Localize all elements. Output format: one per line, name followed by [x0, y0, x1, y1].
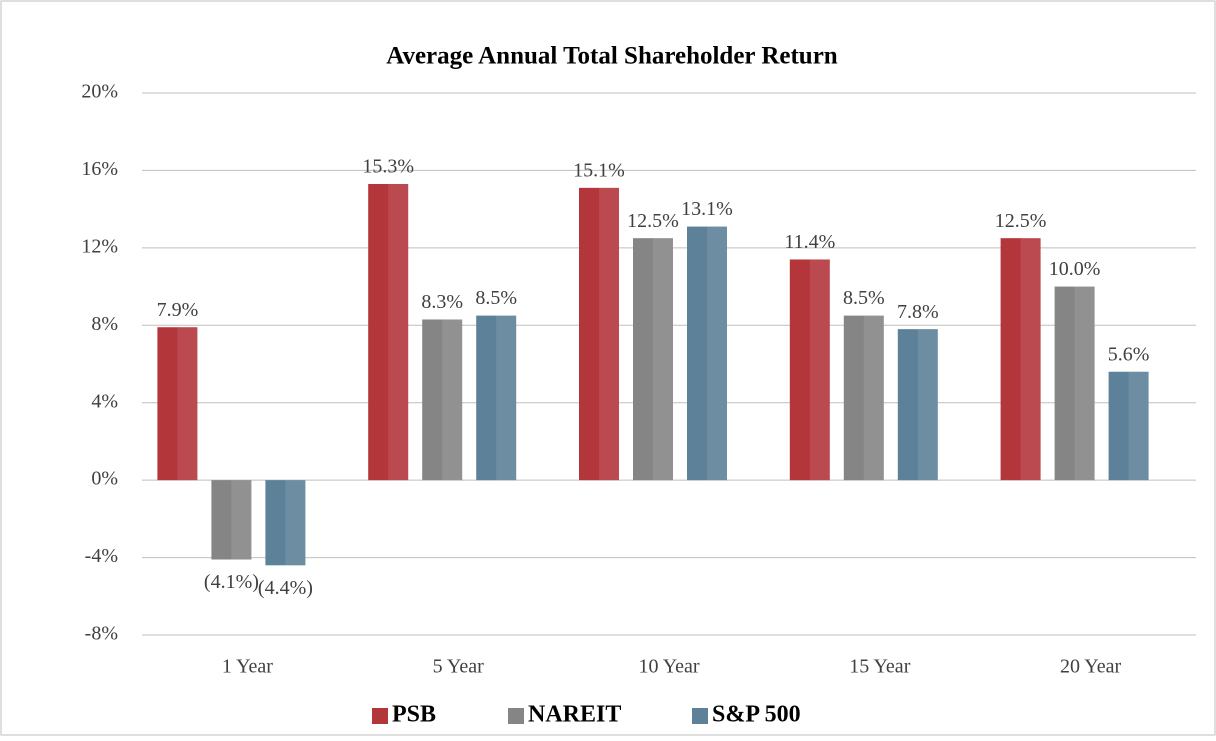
data-label: 12.5% — [627, 210, 679, 232]
x-tick-label: 1 Year — [222, 656, 273, 678]
chart-title: Average Annual Total Shareholder Return — [386, 43, 838, 70]
legend-swatch — [508, 708, 524, 724]
data-label: 8.5% — [843, 287, 885, 309]
y-tick-label: 4% — [91, 390, 118, 412]
y-tick-label: -8% — [85, 623, 118, 645]
bar — [1054, 286, 1095, 481]
bar — [422, 319, 463, 481]
data-label: 11.4% — [784, 231, 835, 253]
bar-shade — [1074, 286, 1095, 481]
legend-swatch — [372, 708, 388, 724]
bar — [157, 327, 198, 481]
x-tick-label: 10 Year — [638, 656, 699, 678]
bar-shade — [177, 327, 198, 481]
x-tick-label: 5 Year — [433, 656, 484, 678]
bar-shade — [707, 226, 727, 481]
y-tick-label: -4% — [85, 545, 118, 567]
bar-shade — [1128, 371, 1149, 481]
data-label: 13.1% — [681, 198, 733, 220]
bar-shade — [809, 259, 830, 481]
bar — [211, 480, 252, 560]
data-label: (4.4%) — [258, 577, 313, 599]
bar — [687, 226, 727, 481]
y-tick-label: 8% — [91, 313, 118, 335]
legend-label: NAREIT — [528, 702, 621, 728]
bar-shade — [653, 238, 673, 481]
bar — [789, 259, 830, 481]
x-tick-label: 20 Year — [1060, 656, 1121, 678]
bar — [579, 187, 619, 481]
bar — [843, 315, 884, 481]
data-label: 5.6% — [1108, 343, 1150, 365]
y-tick-label: 16% — [81, 158, 118, 180]
data-label: 15.3% — [362, 156, 414, 178]
bar-shade — [599, 187, 619, 481]
bar — [265, 480, 306, 566]
bar — [476, 315, 517, 481]
bar-shade — [496, 315, 517, 481]
data-label: 7.8% — [897, 301, 939, 323]
y-tick-label: 12% — [81, 235, 118, 257]
bar — [897, 329, 938, 481]
data-label: 15.1% — [573, 159, 625, 181]
bar-shade — [917, 329, 938, 481]
bar-shade — [388, 183, 409, 481]
y-tick-label: 0% — [91, 468, 118, 490]
y-tick-label: 20% — [81, 81, 118, 103]
data-label: (4.1%) — [204, 571, 259, 593]
legend-label: S&P 500 — [712, 702, 801, 728]
x-tick-label: 15 Year — [849, 656, 910, 678]
legend-label: PSB — [392, 702, 436, 728]
legend-swatch — [692, 708, 708, 724]
data-label: 12.5% — [995, 210, 1047, 232]
bar-shade — [231, 480, 252, 560]
bar — [1108, 371, 1149, 481]
data-label: 8.3% — [421, 291, 463, 313]
bar — [1000, 238, 1041, 481]
bar-shade — [285, 480, 306, 566]
bar — [633, 238, 673, 481]
data-label: 8.5% — [475, 287, 517, 309]
bar — [368, 183, 409, 481]
bar-shade — [863, 315, 884, 481]
bar-shade — [1020, 238, 1041, 481]
data-label: 10.0% — [1049, 258, 1101, 280]
bar-shade — [442, 319, 463, 481]
data-label: 7.9% — [157, 299, 199, 321]
